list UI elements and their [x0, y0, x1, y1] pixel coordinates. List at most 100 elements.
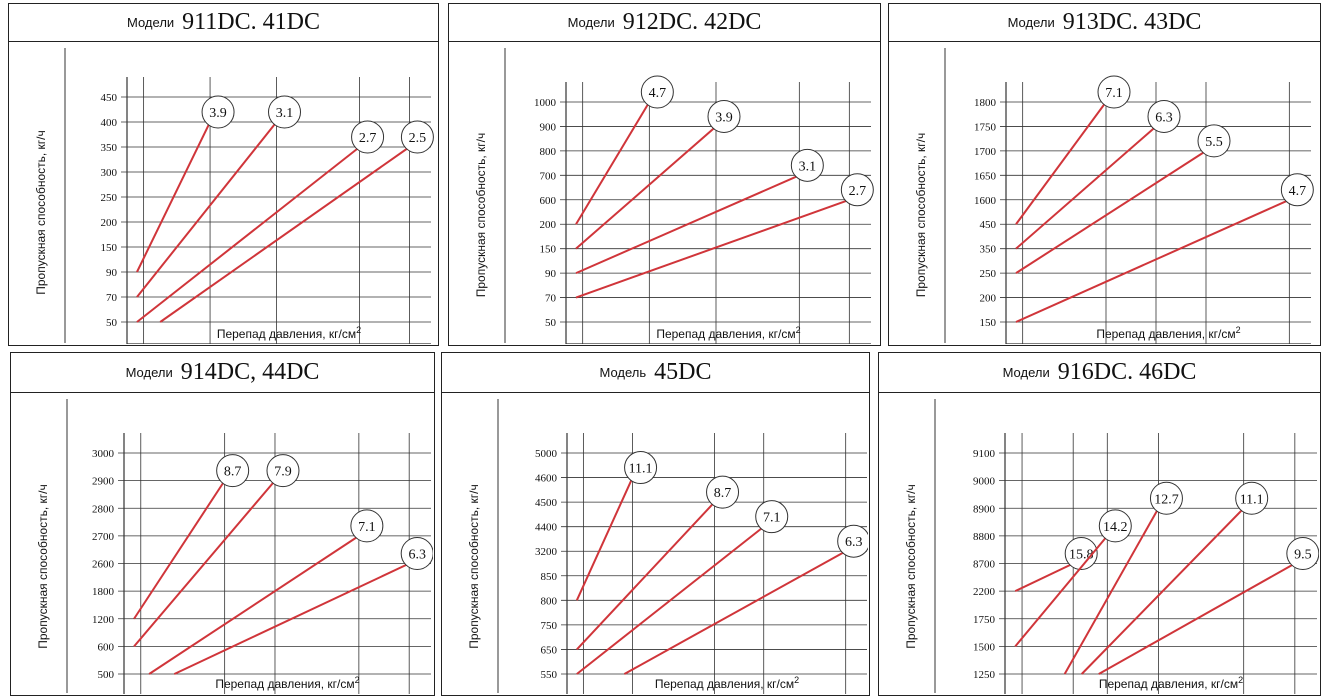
y-tick-label: 250	[980, 268, 997, 280]
chart-title-models: 45DC	[654, 359, 712, 385]
y-tick-label: 70	[106, 292, 118, 304]
y-axis-label: Пропускная способность, кг/ч	[914, 133, 928, 298]
series-line	[1015, 198, 1290, 323]
series-line	[136, 121, 211, 273]
y-tick-label: 800	[540, 146, 557, 158]
y-tick-label: 9100	[973, 448, 996, 460]
series-line	[1015, 125, 1157, 250]
series-bubble-label: 3.1	[276, 106, 294, 121]
chart-plot: 15914171000900800700600200150907050Пропу…	[474, 48, 874, 344]
y-tick-label: 200	[980, 293, 997, 305]
series-bubble	[400, 120, 434, 154]
y-tick-label: 90	[106, 267, 118, 279]
series-bubble-label: 7.9	[274, 465, 292, 480]
chart-panel-913dc: Модели 913DC. 43DC 169121718001750170016…	[888, 3, 1321, 346]
chart-title-models: 916DC. 46DC	[1057, 359, 1197, 385]
y-tick-label: 1800	[92, 586, 115, 598]
x-axis-label-sup: 2	[796, 325, 801, 335]
y-tick-label: 350	[980, 244, 997, 256]
series-line	[133, 479, 276, 648]
series-line	[136, 121, 278, 298]
series-bubble-label: 9.5	[1294, 548, 1312, 563]
series-line	[1098, 562, 1296, 675]
series-bubble	[1098, 509, 1132, 543]
series-bubble-label: 2.5	[409, 131, 427, 146]
series-bubble	[707, 99, 741, 133]
y-axis-label: Пропускная способность, кг/ч	[474, 133, 488, 298]
series-bubble	[216, 454, 250, 488]
chart-title: Модель 45DC	[442, 353, 869, 393]
y-tick-label: 500	[98, 669, 115, 681]
series-bubble-label: 7.1	[763, 511, 781, 526]
chart-title-models: 911DC. 41DC	[182, 9, 320, 35]
series-bubble	[1197, 124, 1231, 158]
x-axis-label: Перепад давления, кг/см2	[215, 675, 359, 691]
y-tick-label: 650	[541, 644, 558, 656]
x-axis-label: Перепад давления, кг/см2	[655, 675, 799, 691]
series-bubble	[624, 451, 658, 485]
y-tick-label: 400	[101, 117, 118, 129]
chart-title-prefix: Модели	[567, 15, 615, 30]
chart-panel-45dc: Модель 45DC 1491217500046004500440032008…	[441, 352, 870, 696]
y-tick-label: 2900	[92, 476, 115, 488]
y-tick-label: 450	[101, 92, 118, 104]
series-bubble-label: 8.7	[224, 465, 242, 480]
y-tick-label: 50	[545, 317, 557, 329]
x-axis-label: Перепад давления, кг/см2	[217, 325, 361, 341]
chart-title-prefix: Модели	[125, 365, 173, 380]
y-axis-label: Пропускная способность, кг/ч	[467, 484, 481, 649]
series-bubble	[706, 475, 740, 509]
y-tick-label: 1600	[974, 195, 997, 207]
series-line	[1014, 562, 1074, 593]
series-bubble	[266, 454, 300, 488]
y-tick-label: 750	[541, 620, 558, 632]
y-tick-label: 70	[545, 293, 557, 305]
x-axis-label-sup: 2	[1236, 325, 1241, 335]
x-axis-label-sup: 2	[356, 325, 361, 335]
y-tick-label: 8800	[973, 531, 996, 543]
y-axis-label: Пропускная способность, кг/ч	[34, 130, 48, 295]
y-tick-label: 1700	[974, 146, 997, 158]
series-line	[173, 562, 410, 675]
y-tick-label: 2700	[92, 531, 115, 543]
y-tick-label: 350	[101, 142, 118, 154]
y-tick-label: 1800	[974, 97, 997, 109]
y-tick-label: 3000	[92, 448, 115, 460]
y-tick-label: 450	[980, 219, 997, 231]
y-tick-label: 3200	[535, 546, 558, 558]
x-axis-label-sup: 2	[794, 675, 799, 685]
chart-panel-911dc: Модели 911DC. 41DC 159141745040035030025…	[8, 3, 439, 346]
y-tick-label: 600	[540, 195, 557, 207]
y-tick-label: 1750	[973, 614, 996, 626]
chart-title-models: 914DC, 44DC	[180, 359, 320, 385]
series-line	[575, 198, 850, 299]
series-line	[159, 146, 410, 323]
chart-panel-914dc: Модели 914DC, 44DC 169141730002900280027…	[10, 352, 435, 696]
chart-title-models: 912DC. 42DC	[622, 9, 762, 35]
series-bubble	[201, 95, 235, 129]
x-axis-label: Перепад давления, кг/см2	[656, 325, 800, 341]
series-line	[133, 480, 226, 620]
y-tick-label: 1500	[973, 641, 996, 653]
series-bubble-label: 3.1	[799, 159, 817, 174]
series-line	[1015, 150, 1207, 274]
series-bubble-label: 3.9	[715, 110, 733, 125]
series-bubble	[1064, 537, 1098, 570]
series-bubble-label: 11.1	[629, 462, 653, 477]
chart-title: Модели 914DC, 44DC	[11, 353, 434, 393]
series-bubble-label: 4.7	[1289, 184, 1307, 199]
x-axis-label-sup: 2	[1238, 675, 1243, 685]
series-bubble	[1235, 481, 1269, 515]
y-tick-label: 2200	[973, 586, 996, 598]
series-bubble-label: 2.7	[359, 131, 377, 146]
chart-plot: 1469141791009000890088008700220017501500…	[904, 399, 1319, 694]
series-bubble	[640, 75, 674, 109]
chart-title: Модели 913DC. 43DC	[889, 4, 1320, 42]
series-bubble	[1147, 99, 1181, 133]
y-tick-label: 4600	[535, 473, 558, 485]
y-tick-label: 5000	[535, 448, 558, 460]
chart-title-models: 913DC. 43DC	[1062, 9, 1202, 35]
chart-plot: 1691417300029002800270026001800120060050…	[36, 399, 433, 694]
y-tick-label: 150	[980, 317, 997, 329]
series-bubble-label: 6.3	[845, 535, 863, 550]
